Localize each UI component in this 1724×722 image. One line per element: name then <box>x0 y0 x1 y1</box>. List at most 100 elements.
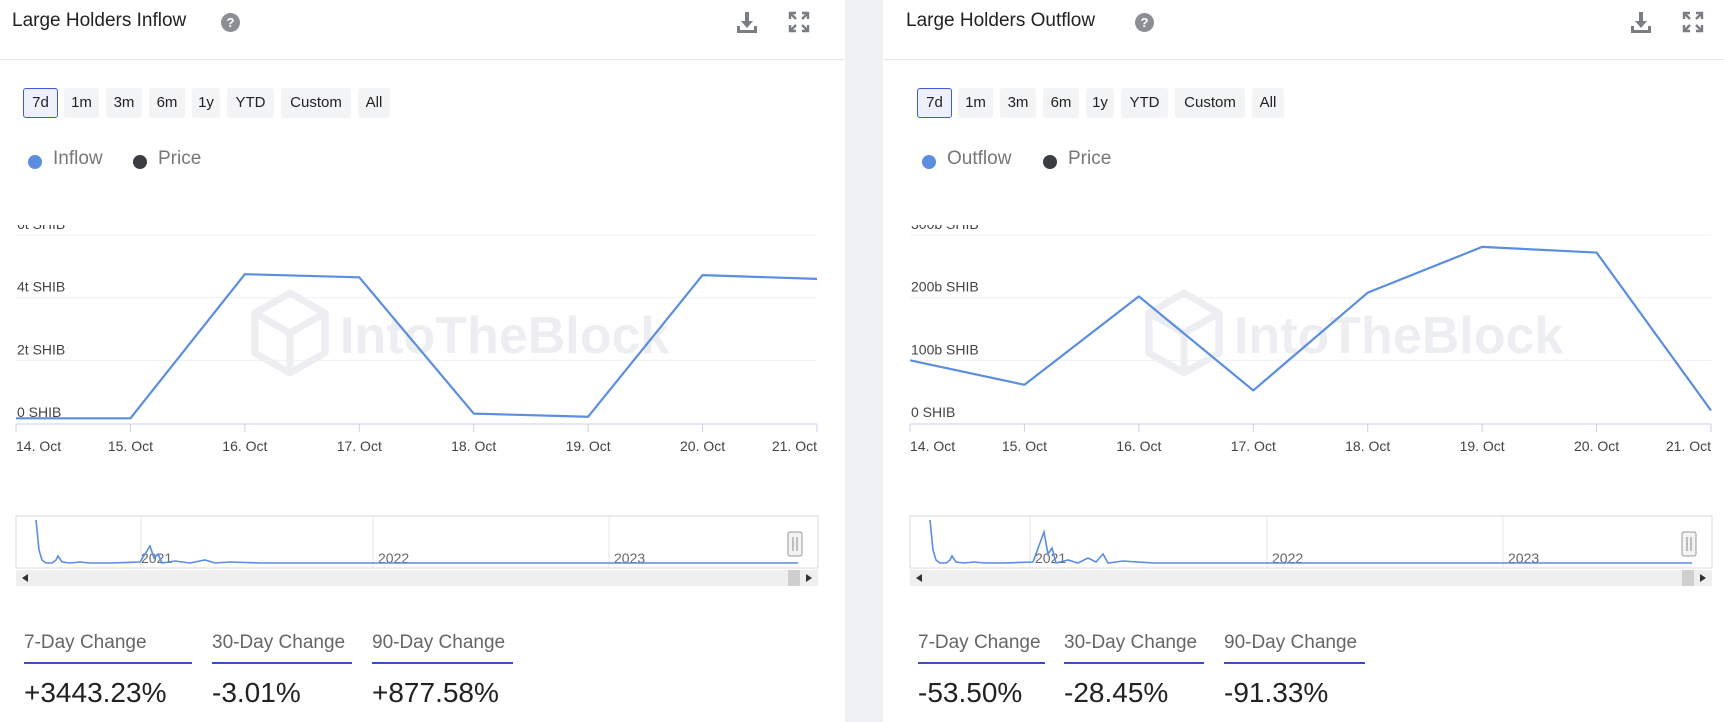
stat-label: 7-Day Change <box>24 632 192 664</box>
stat-value: +3443.23% <box>24 677 167 708</box>
navigator-year: 2022 <box>378 550 409 566</box>
range-custom-button[interactable]: Custom <box>281 88 351 118</box>
download-icon[interactable] <box>735 10 759 34</box>
series-line[interactable] <box>16 273 818 420</box>
x-tick-label: 14. Oct <box>910 438 955 454</box>
legend-label: Inflow <box>53 148 103 169</box>
x-tick-label: 17. Oct <box>1231 438 1276 454</box>
scrollbar-thumb[interactable] <box>1682 570 1694 586</box>
panel-title: Large Holders Outflow <box>906 10 1096 31</box>
navigator-handle[interactable] <box>1681 531 1697 557</box>
watermark-text: IntoTheBlock <box>1234 307 1563 365</box>
legend-dot <box>922 155 936 169</box>
data-point[interactable] <box>1479 244 1485 250</box>
x-tick-label: 15. Oct <box>1002 438 1047 454</box>
data-point[interactable] <box>356 274 362 280</box>
navigator-year: 2021 <box>1035 550 1066 566</box>
data-point[interactable] <box>700 272 706 278</box>
navigator-year: 2022 <box>1272 550 1303 566</box>
range-1m-button[interactable]: 1m <box>958 88 993 118</box>
panel-header: Large Holders Outflow ? <box>883 0 1724 60</box>
range-ytd-button[interactable]: YTD <box>1121 88 1168 118</box>
legend-label: Outflow <box>947 148 1012 169</box>
stat-label: 90-Day Change <box>1224 632 1365 664</box>
navigator-scrollbar[interactable] <box>910 570 1712 586</box>
range-1m-button[interactable]: 1m <box>64 88 99 118</box>
legend-dot <box>133 155 147 169</box>
range-7d-button[interactable]: 7d <box>23 88 58 118</box>
navigator[interactable]: 2021 2022 2023 <box>0 514 845 589</box>
legend-label: Price <box>158 148 202 169</box>
data-point[interactable] <box>1250 387 1256 393</box>
series-line[interactable] <box>909 245 1712 412</box>
y-tick-label: 6t SHIB <box>17 225 65 232</box>
range-custom-button[interactable]: Custom <box>1175 88 1245 118</box>
download-icon[interactable] <box>1629 10 1653 34</box>
range-all-button[interactable]: All <box>1252 88 1284 118</box>
data-point[interactable] <box>242 271 248 277</box>
range-3m-button[interactable]: 3m <box>1000 88 1036 118</box>
x-tick-label: 18. Oct <box>1345 438 1390 454</box>
stat-label: 30-Day Change <box>1064 632 1204 664</box>
stat-90-day: 90-Day Change -91.33% <box>1224 632 1365 709</box>
navigator-year: 2023 <box>1508 550 1539 566</box>
stat-7-day: 7-Day Change -53.50% <box>918 632 1045 709</box>
scroll-left-icon[interactable] <box>22 574 28 582</box>
help-icon[interactable]: ? <box>1135 13 1154 32</box>
navigator-scrollbar[interactable] <box>16 570 818 586</box>
expand-icon[interactable] <box>1682 11 1704 33</box>
watermark-text: IntoTheBlock <box>340 307 669 365</box>
scroll-right-icon[interactable] <box>806 574 812 582</box>
data-point[interactable] <box>907 357 913 363</box>
data-point[interactable] <box>585 414 591 420</box>
stat-30-day: 30-Day Change -3.01% <box>212 632 352 709</box>
stat-value: +877.58% <box>372 677 499 708</box>
navigator[interactable]: 2021 2022 2023 <box>883 514 1724 589</box>
range-3m-button[interactable]: 3m <box>106 88 142 118</box>
stat-value: -28.45% <box>1064 677 1169 708</box>
stat-value: -53.50% <box>918 677 1023 708</box>
watermark: IntoTheBlock <box>251 289 669 377</box>
data-point[interactable] <box>814 276 820 282</box>
stat-label: 7-Day Change <box>918 632 1045 664</box>
stat-label: 30-Day Change <box>212 632 352 664</box>
watermark: IntoTheBlock <box>1145 289 1563 377</box>
navigator-series <box>929 519 1692 564</box>
range-all-button[interactable]: All <box>358 88 390 118</box>
scroll-left-icon[interactable] <box>916 574 922 582</box>
scroll-right-icon[interactable] <box>1700 574 1706 582</box>
data-point[interactable] <box>127 415 133 421</box>
data-point[interactable] <box>13 415 19 421</box>
data-point[interactable] <box>1708 407 1714 413</box>
y-tick-label: 100b SHIB <box>911 341 979 357</box>
stat-7-day: 7-Day Change +3443.23% <box>24 632 192 709</box>
data-point[interactable] <box>1136 293 1142 299</box>
data-point[interactable] <box>1365 290 1371 296</box>
x-tick-label: 17. Oct <box>337 438 382 454</box>
y-tick-label: 2t SHIB <box>17 341 65 357</box>
navigator-frame <box>15 515 819 569</box>
data-point[interactable] <box>1594 250 1600 256</box>
inflow-chart: IntoTheBlock 0 SHIB 2t SHIB 4t SHIB 6t SHIB… <box>13 225 820 454</box>
scrollbar-thumb[interactable] <box>788 570 800 586</box>
data-point[interactable] <box>471 411 477 417</box>
range-6m-button[interactable]: 6m <box>1043 88 1079 118</box>
range-6m-button[interactable]: 6m <box>149 88 185 118</box>
x-tick-label: 19. Oct <box>566 438 611 454</box>
outflow-chart: IntoTheBlock 0 SHIB 100b SHIB 200b SHIB 300… <box>907 225 1714 454</box>
range-7d-button[interactable]: 7d <box>917 88 952 118</box>
navigator-handle[interactable] <box>787 531 803 557</box>
x-tick-label: 16. Oct <box>222 438 267 454</box>
range-ytd-button[interactable]: YTD <box>227 88 274 118</box>
inflow-panel: Large Holders Inflow ? 7d 1m 3m 6m 1y YT… <box>0 0 845 722</box>
x-tick-label: 16. Oct <box>1116 438 1161 454</box>
range-1y-button[interactable]: 1y <box>192 88 220 118</box>
help-icon[interactable]: ? <box>221 13 240 32</box>
data-point[interactable] <box>1021 382 1027 388</box>
x-tick-label: 20. Oct <box>1574 438 1619 454</box>
range-1y-button[interactable]: 1y <box>1086 88 1114 118</box>
navigator-series <box>35 519 798 564</box>
outflow-panel: Large Holders Outflow ? 7d 1m 3m 6m 1y Y… <box>883 0 1724 722</box>
expand-icon[interactable] <box>788 11 810 33</box>
stat-30-day: 30-Day Change -28.45% <box>1064 632 1204 709</box>
